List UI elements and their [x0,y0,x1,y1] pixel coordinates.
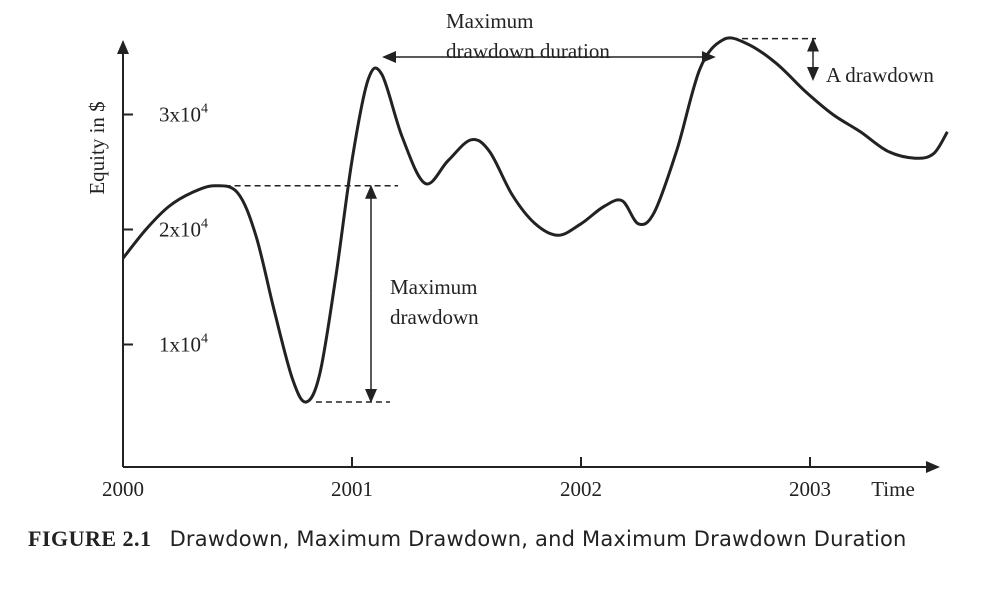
max-drawdown-label: Maximum [390,275,478,299]
x-tick-label: 2002 [560,477,602,501]
y-axis-label: Equity in $ [85,101,109,194]
y-tick-label: 1x104 [159,332,208,357]
y-tick-label: 3x104 [159,102,208,127]
equity-curve [121,36,949,404]
a-drawdown-label: A drawdown [826,63,934,87]
figure-caption: FIGURE 2.1 Drawdown, Maximum Drawdown, an… [28,524,968,554]
max-drawdown-label: drawdown [390,305,479,329]
x-tick-label: 2001 [331,477,373,501]
max-drawdown-duration-label: drawdown duration [446,39,610,63]
x-tick-label: 2003 [789,477,831,501]
x-tick-label: 2000 [102,477,144,501]
x-axis-label: Time [871,477,915,501]
y-tick-label: 2x104 [159,217,208,242]
figure-caption-text: Drawdown, Maximum Drawdown, and Maximum … [169,527,907,551]
figure-number: FIGURE 2.1 [28,526,152,551]
max-drawdown-duration-label: Maximum [446,9,534,33]
equity-chart: 2000 2001 2002 2003 1x104 2x104 3x104 Equity in… [85,9,949,501]
